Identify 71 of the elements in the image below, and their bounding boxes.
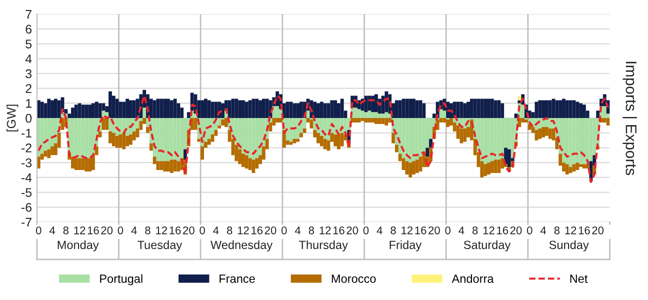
y-tick-label: 2 [26, 84, 32, 93]
y-tick-label: -4 [22, 173, 32, 182]
legend-label: Portugal [100, 274, 142, 286]
x-tick-label: 12 [402, 226, 413, 234]
x-tick-label: 0 [36, 226, 42, 234]
x-tick-label: 12 [565, 226, 576, 234]
x-tick-label: 8 [554, 226, 560, 234]
x-tick-label: 16 [333, 226, 344, 234]
x-tick-label: 8 [472, 226, 478, 234]
x-tick-label: 16 [252, 226, 263, 234]
x-tick-label: 4 [131, 226, 137, 234]
y-tick-label: -3 [22, 158, 32, 168]
x-tick-label: 12 [74, 226, 86, 234]
y-tick-label: 3 [26, 69, 32, 78]
x-tick-label: 16 [88, 226, 99, 234]
y-tick-label: 6 [26, 24, 32, 34]
y-tick-label: 0 [26, 114, 32, 123]
y-axis-title: [GW] [6, 104, 18, 132]
y-tick-label: 1 [26, 99, 32, 108]
x-tick-label: 8 [63, 226, 69, 234]
y-tick-label: -1 [22, 128, 32, 138]
x-tick-label: 4 [540, 226, 546, 234]
x-tick-label: 0 [118, 226, 124, 234]
text: Wednesday [210, 240, 273, 252]
x-tick-label: 16 [578, 226, 590, 234]
text: Tuesday [138, 240, 182, 252]
y-tick-label: -7 [22, 218, 32, 227]
x-tick-label: 20 [510, 226, 522, 234]
x-tick-label: 20 [183, 226, 194, 234]
y-tick-label: 4 [25, 54, 32, 64]
x-tick-label: 16 [415, 226, 426, 234]
y-tick-label: -2 [22, 144, 32, 152]
text: Monday [58, 240, 99, 252]
x-tick-label: 4 [294, 226, 301, 234]
x-tick-label: 0 [445, 226, 450, 234]
x-tick-label: 0 [363, 226, 369, 234]
text: Friday [390, 240, 422, 252]
y-tick-label: 7 [26, 10, 32, 19]
text: Sunday [549, 240, 589, 252]
x-tick-label: 0 [526, 226, 532, 234]
x-tick-label: 20 [264, 226, 276, 234]
x-tick-label: 4 [213, 226, 219, 234]
x-tick-label: 0 [281, 226, 287, 234]
x-tick-label: 12 [238, 226, 249, 234]
x-tick-label: 4 [49, 226, 56, 234]
y-tick-label: 5 [26, 40, 32, 48]
legend-label: France [220, 274, 255, 283]
legend-label: Morocco [332, 274, 376, 283]
x-tick-label: 16 [497, 226, 508, 234]
x-tick-label: 8 [226, 226, 232, 234]
legend-label: Net [570, 274, 588, 283]
x-tick-label: 12 [156, 226, 168, 234]
text: Imports | Exports [622, 62, 637, 176]
y-tick-label: -6 [22, 202, 32, 212]
legend-label: Andorra [452, 274, 494, 283]
x-tick-label: 8 [145, 226, 150, 234]
text: Thursday [299, 240, 348, 252]
x-tick-label: 12 [483, 226, 494, 234]
x-tick-label: 4 [376, 226, 382, 234]
x-tick-label: 20 [101, 226, 113, 234]
x-tick-label: 16 [170, 226, 181, 234]
text: Saturday [464, 240, 511, 252]
y-tick-label: -5 [22, 188, 32, 197]
x-tick-label: 20 [428, 226, 440, 234]
x-tick-label: 8 [390, 226, 396, 234]
x-tick-label: 0 [200, 226, 205, 234]
x-tick-label: 20 [592, 226, 604, 234]
x-tick-label: 8 [308, 226, 314, 234]
x-tick-label: 12 [320, 226, 331, 234]
x-tick-label: 4 [458, 226, 464, 234]
x-tick-label: 20 [346, 226, 358, 234]
